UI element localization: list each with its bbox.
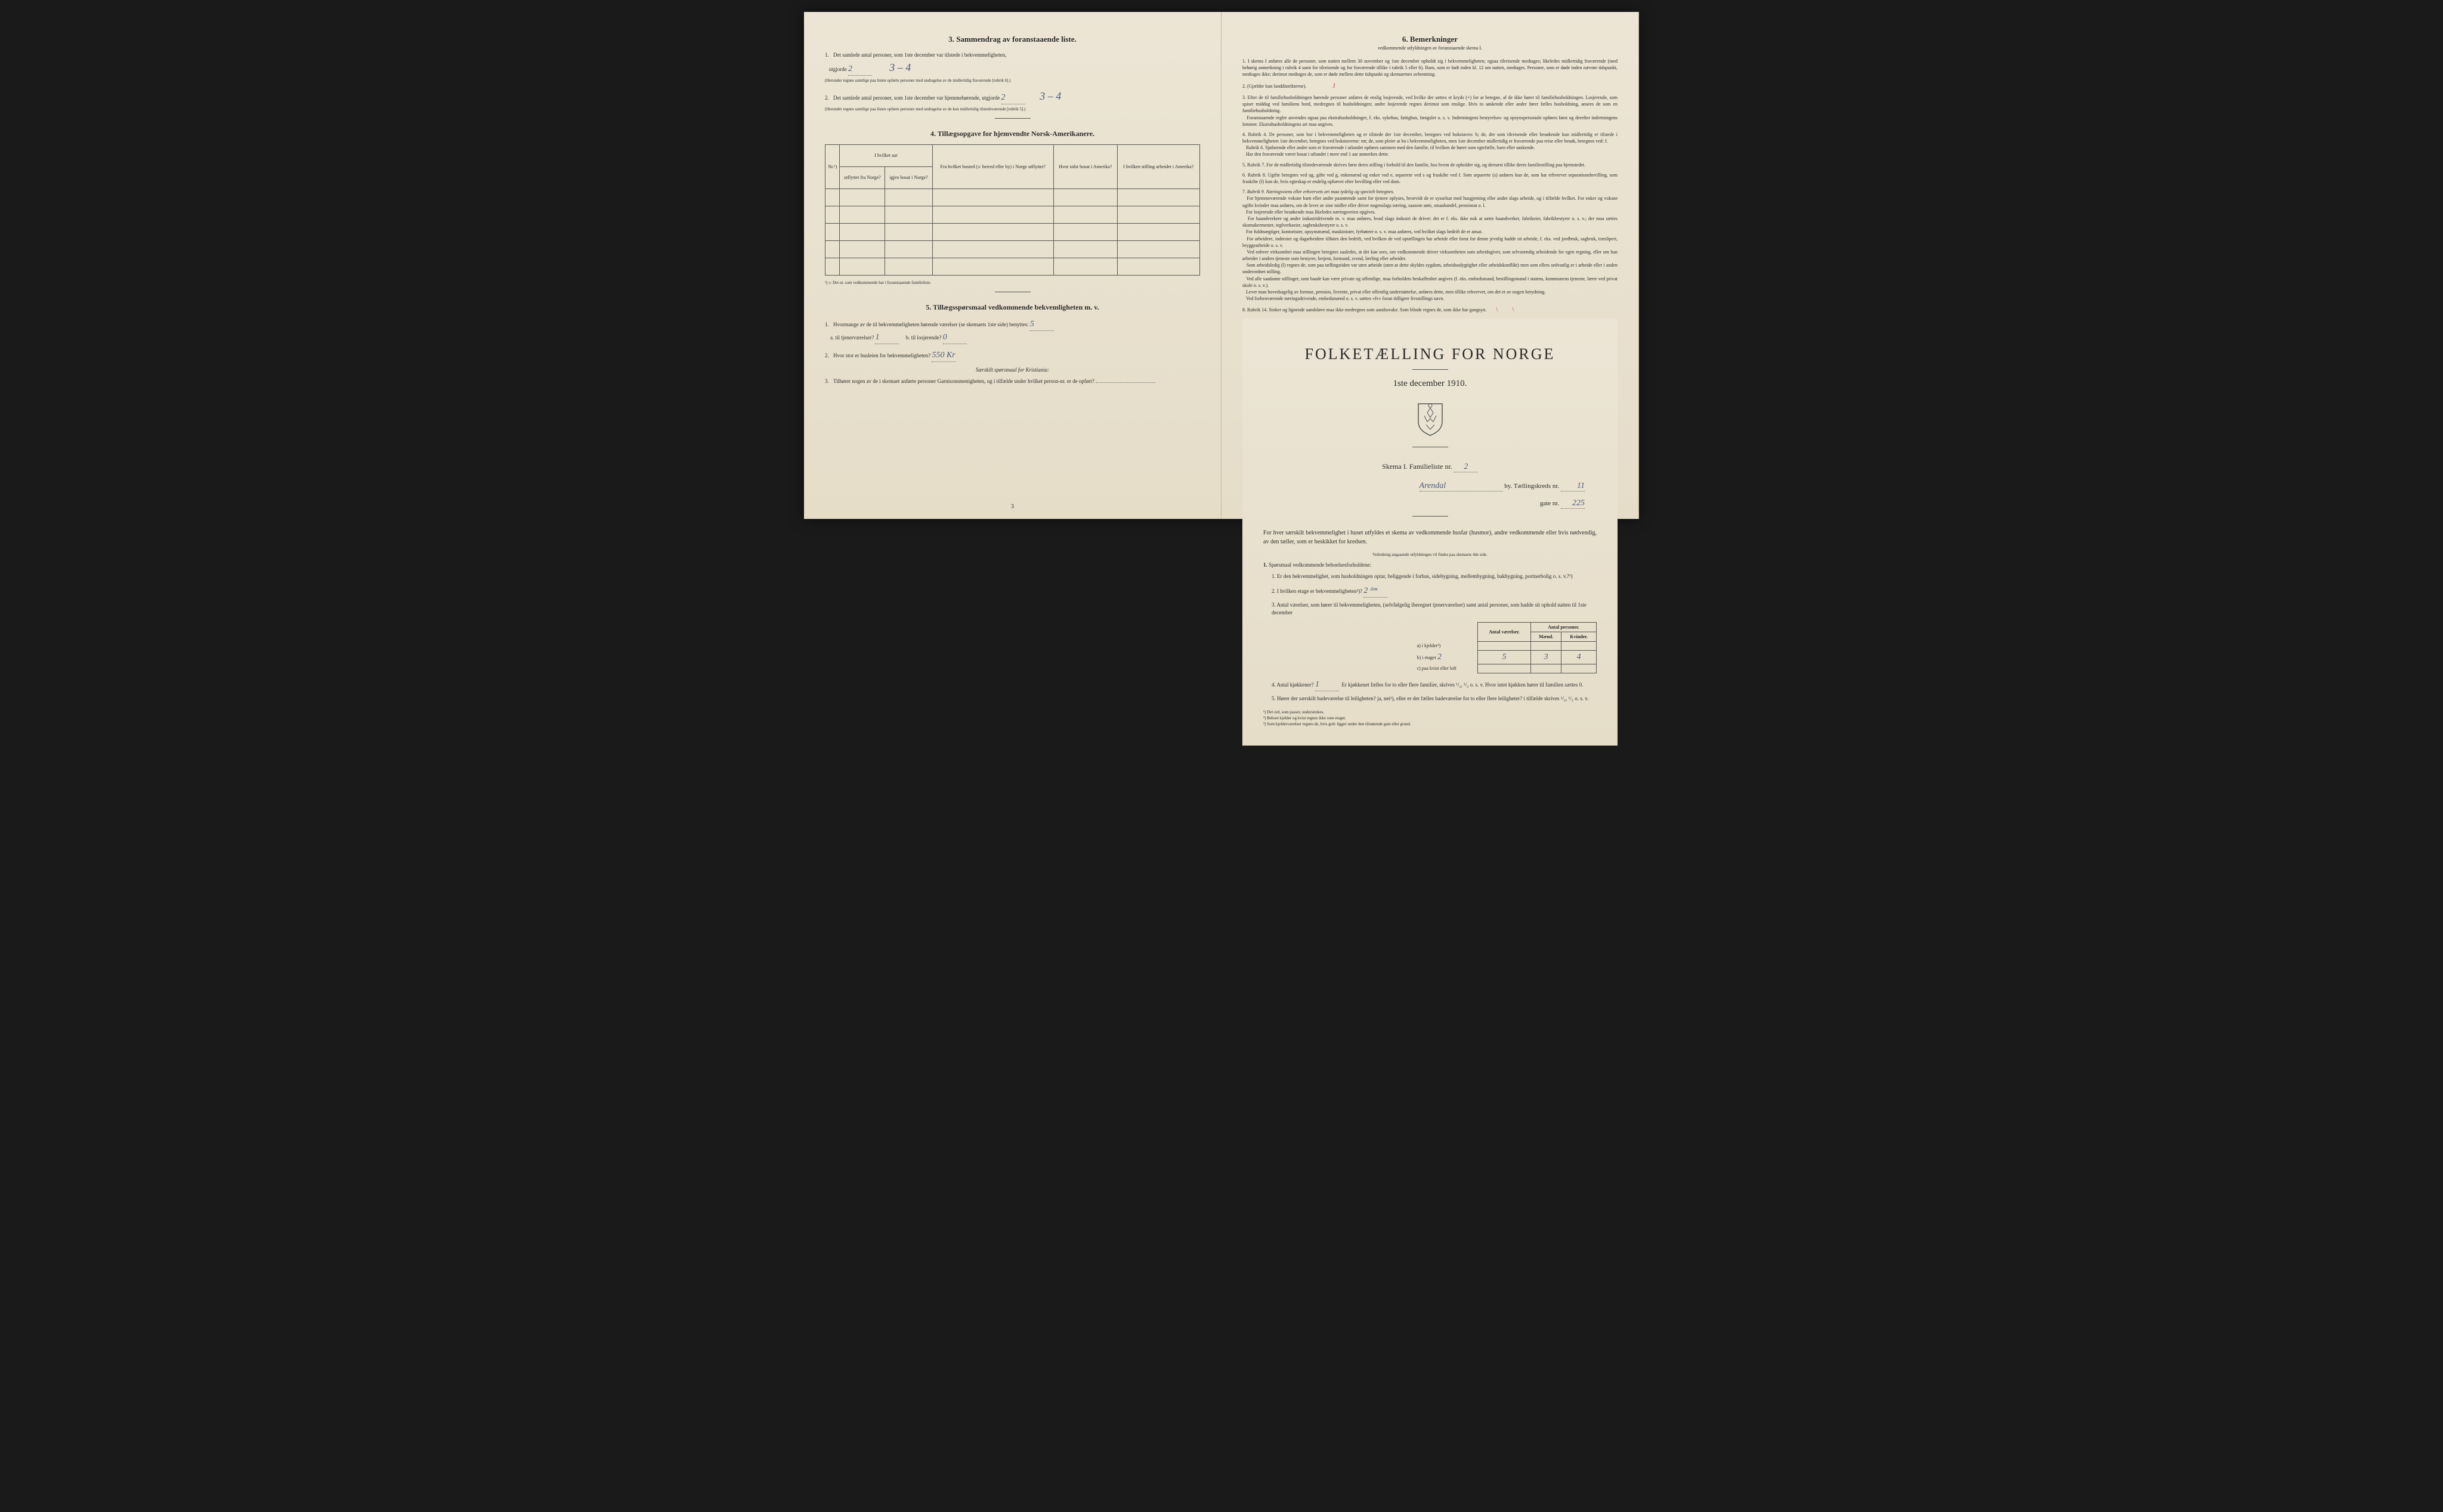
familieliste-nr: 2 xyxy=(1454,462,1478,472)
census-date: 1ste december 1910. xyxy=(1263,379,1597,389)
q5-2: 2.Hvor stor er husleien for bekvemmeligh… xyxy=(825,349,1200,362)
skema-line: Skema I. Familieliste nr. 2 xyxy=(1263,462,1597,472)
red-j-mark: J xyxy=(1332,82,1335,89)
divider xyxy=(1412,369,1448,370)
q5-special: Særskilt spørsmaal for Kristiania: xyxy=(825,367,1200,373)
gate-line: gate nr. 225 xyxy=(1263,499,1597,509)
q5: 5. Hører der særskilt badeværelse til le… xyxy=(1263,695,1597,703)
red-slash-mark: \ xyxy=(1496,306,1498,313)
item-2: 2.Det samlede antal personer, som 1ste d… xyxy=(825,88,1200,112)
remark-6: 6. Rubrik 8. Ugifte betegnes ved ug, gif… xyxy=(1242,172,1618,185)
q5-1: 1.Hvormange av de til bekvemmeligheten h… xyxy=(825,318,1200,344)
q3: 3. Antal værelser, som hører til bekvemm… xyxy=(1263,601,1597,617)
main-title: FOLKETÆLLING FOR NORGE xyxy=(1263,345,1597,363)
section-3-title: 3. Sammendrag av foranstaaende liste. xyxy=(825,35,1200,44)
item-1-handwritten: 3 – 4 xyxy=(889,61,911,73)
city-line: Arendal by. Tællingskreds nr. 11 xyxy=(1263,481,1597,491)
item-1-value: 2 xyxy=(848,63,872,76)
etage-value: 2 ᵈᵉⁿ xyxy=(1363,585,1387,598)
q2: 2. I hvilken etage er bekvemmeligheten²)… xyxy=(1263,585,1597,598)
q1: 1. Er den bekvemmelighet, som husholdnin… xyxy=(1263,573,1597,581)
kjokken-value: 1 xyxy=(1315,678,1339,691)
kreds-nr: 11 xyxy=(1561,481,1585,491)
remark-4: 4. Rubrik 4. De personer, som bor i bekv… xyxy=(1242,131,1618,158)
remark-5: 5. Rubrik 7. For de midlertidig tilstede… xyxy=(1242,162,1618,168)
section-4-table: Nr.¹) I hvilket aar Fra hvilket bosted (… xyxy=(825,144,1200,276)
remark-1: 1. I skema I anføres alle de personer, s… xyxy=(1242,58,1618,78)
item-1: 1.Det samlede antal personer, som 1ste d… xyxy=(825,51,1200,84)
gate-nr: 225 xyxy=(1561,499,1585,509)
page-4: 6. Bemerkninger vedkommende utfyldningen… xyxy=(1222,12,1639,519)
item-2-value: 2 xyxy=(1001,91,1025,104)
intro-sub: Veiledning angaaende utfyldningen vil fi… xyxy=(1263,552,1597,558)
q5-3: 3.Tilhører nogen av de i skemaet anførte… xyxy=(825,378,1200,386)
section-5-title: 5. Tillægsspørsmaal vedkommende bekvemli… xyxy=(825,303,1200,312)
city-name: Arendal xyxy=(1420,481,1503,491)
intro-text: For hver særskilt bekvemmelighet i huset… xyxy=(1263,528,1597,546)
coat-of-arms-icon xyxy=(1263,401,1597,438)
page-3: 3. Sammendrag av foranstaaende liste. 1.… xyxy=(804,12,1222,519)
page-number: 3 xyxy=(1011,503,1014,510)
divider xyxy=(995,118,1031,119)
remark-3: 3. Efter de til familiehusholdningen hør… xyxy=(1242,94,1618,128)
item-2-handwritten: 3 – 4 xyxy=(1040,90,1061,102)
census-document: 3. Sammendrag av foranstaaende liste. 1.… xyxy=(804,12,1639,519)
remark-2: 2. (Gjælder kun landdistrikterne). J xyxy=(1242,82,1618,91)
footnotes: ¹) Det ord, som passer, understrekes. ²)… xyxy=(1263,710,1597,727)
divider xyxy=(1412,516,1448,517)
q-heading: 1. Spørsmaal vedkommende beboelsesforhol… xyxy=(1263,561,1597,570)
section-6-subtitle: vedkommende utfyldningen av foranstaaend… xyxy=(1242,45,1618,51)
q4: 4. Antal kjøkkener? 1 Er kjøkkenet fælle… xyxy=(1263,678,1597,691)
page-1-cover: FOLKETÆLLING FOR NORGE 1ste december 191… xyxy=(1242,319,1618,746)
table-4-footnote: ¹) ɔ: Det nr. som vedkommende har i fora… xyxy=(825,280,1200,286)
rooms-table: Antal værelser. Antal personer. Mænd. Kv… xyxy=(1414,622,1597,673)
remark-7: 7. Rubrik 9. Næringsviens eller erhverve… xyxy=(1242,188,1618,302)
section-4-title: 4. Tillægsopgave for hjemvendte Norsk-Am… xyxy=(825,129,1200,138)
section-6-title: 6. Bemerkninger xyxy=(1242,35,1618,44)
remark-8: 8. Rubrik 14. Sinker og lignende aandslø… xyxy=(1242,305,1618,314)
